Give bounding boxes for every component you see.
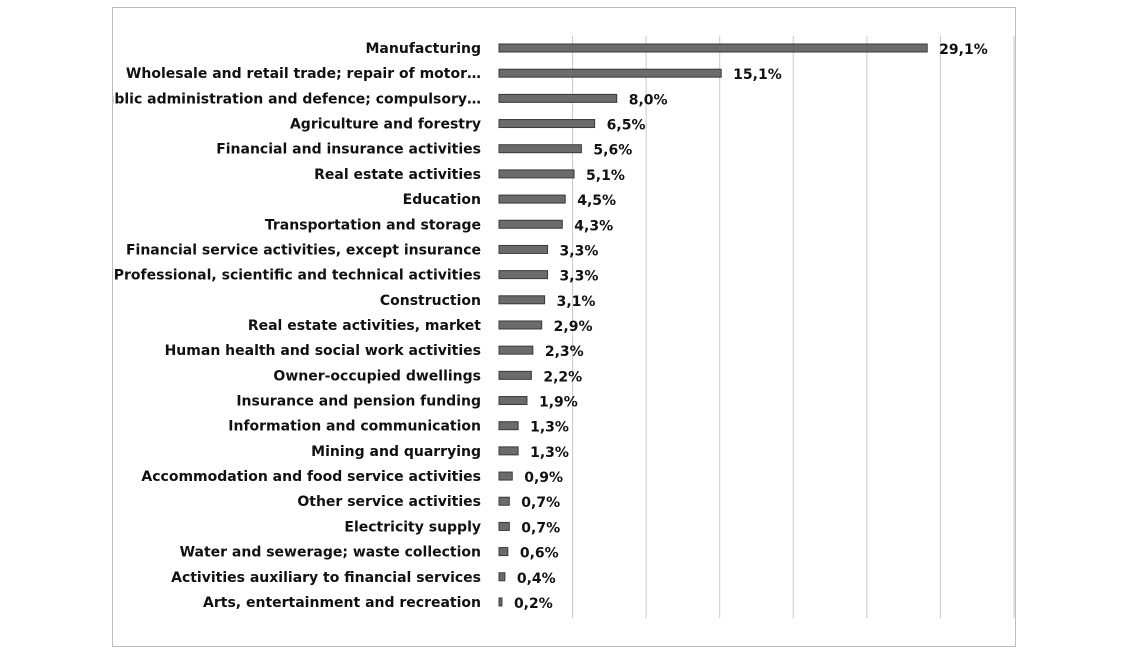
bar [498,471,513,481]
bar [498,446,519,456]
bar [498,370,532,380]
category-label: Activities auxiliary to financial servic… [171,570,481,586]
data-label: 15,1% [733,67,782,83]
category-label: Mining and quarrying [311,444,481,460]
bar [498,496,510,506]
category-labels: Manufacturing Wholesale and retail trade;… [113,41,481,611]
bars [498,43,928,607]
data-label: 2,3% [545,344,584,360]
bar [498,295,546,305]
data-label: 0,6% [520,546,559,562]
category-label: Financial and insurance activities [216,142,481,158]
data-label: 4,5% [577,193,616,209]
bar [498,68,722,78]
bar [498,345,534,355]
category-label: Wholesale and retail trade; repair of mo… [126,66,481,82]
bar [498,421,519,431]
category-label: Electricity supply [344,519,481,535]
category-label: Other service activities [297,494,481,510]
data-label: 0,7% [521,520,560,536]
data-label: 1,3% [530,445,569,461]
data-label: 5,6% [593,143,632,159]
chart-frame: Manufacturing Wholesale and retail trade;… [112,7,1016,647]
bar [498,547,509,557]
data-label: 0,9% [524,470,563,486]
data-label: 0,2% [514,596,553,612]
category-label: Arts, entertainment and recreation [203,595,481,611]
bar [498,244,549,254]
data-label: 4,3% [574,218,613,234]
category-label: Agriculture and forestry [290,117,481,133]
data-label: 1,3% [530,420,569,436]
data-label: 1,9% [539,395,578,411]
data-label: 29,1% [939,42,988,58]
data-label: 5,1% [586,168,625,184]
bar [498,144,582,154]
data-label: 8,0% [629,92,668,108]
value-labels: 29,1% 15,1% 8,0% 6,5% 5,6% 5,1% 4,5% 4,3% 3,3% 3,… [514,42,988,612]
category-label: Owner-occupied dwellings [273,368,481,384]
bar [498,270,549,280]
bar [498,119,596,129]
bar [498,320,543,330]
category-label: Transportation and storage [265,217,481,233]
category-label: Water and sewerage; waste collection [180,545,481,561]
data-label: 6,5% [607,118,646,134]
category-label: Financial service activities, except ins… [126,242,481,258]
category-label: Insurance and pension funding [236,394,481,410]
bar [498,597,503,607]
gridlines [572,36,1015,618]
data-label: 3,3% [560,243,599,259]
bar [498,93,618,103]
category-label: Construction [380,293,481,309]
bar [498,396,528,406]
category-label: Manufacturing [366,41,482,57]
category-label: Accommodation and food service activitie… [141,469,481,485]
data-label: 0,7% [521,495,560,511]
category-label: Public administration and defence; compu… [113,91,481,107]
bar [498,521,510,531]
bar-chart: Manufacturing Wholesale and retail trade;… [113,36,1015,618]
category-label: Real estate activities, market [248,318,481,334]
data-label: 2,2% [543,369,582,385]
data-label: 3,1% [557,294,596,310]
bar [498,194,566,204]
category-label: Human health and social work activities [165,343,481,359]
data-label: 3,3% [560,269,599,285]
data-label: 0,4% [517,571,556,587]
category-label: Information and communication [228,419,481,435]
bar [498,219,563,229]
category-label: Professional, scientific and technical a… [114,268,481,284]
category-label: Real estate activities [314,167,481,183]
category-label: Education [403,192,481,208]
bar [498,169,575,179]
data-label: 2,9% [554,319,593,335]
bar [498,43,928,53]
bar [498,572,506,582]
